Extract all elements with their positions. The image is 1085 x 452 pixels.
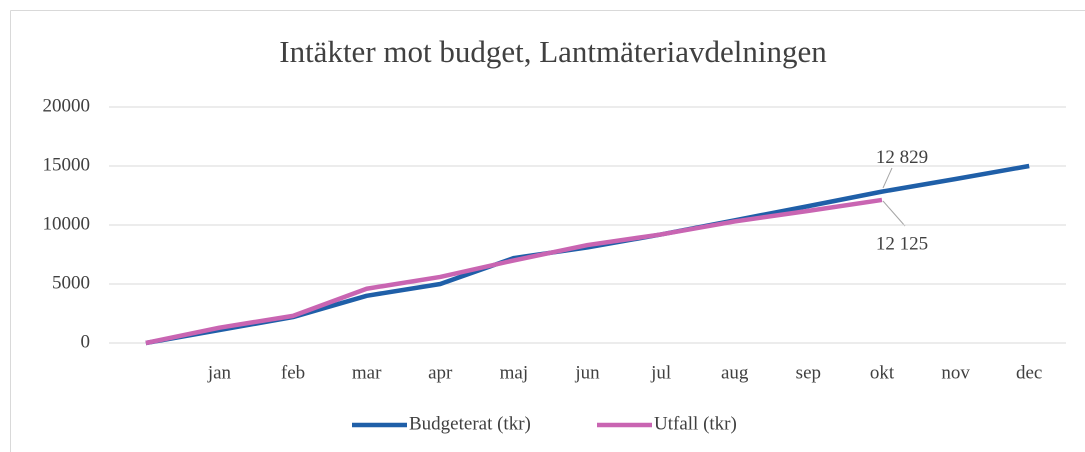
y-tick-label: 10000 — [43, 213, 91, 234]
x-tick-label: jan — [207, 362, 232, 383]
x-tick-label: nov — [941, 362, 970, 383]
x-tick-label: dec — [1016, 362, 1042, 383]
legend-label: Utfall (tkr) — [654, 413, 737, 434]
x-tick-label: feb — [281, 362, 305, 383]
x-tick-label: jul — [650, 362, 671, 383]
x-tick-label: sep — [796, 362, 821, 383]
chart-title: Intäkter mot budget, Lantmäteriavdelning… — [279, 34, 827, 69]
x-tick-label: aug — [721, 362, 749, 383]
leader-line — [882, 200, 906, 227]
series-line — [145, 197, 883, 346]
x-tick-label: apr — [428, 362, 453, 383]
y-tick-label: 5000 — [52, 272, 90, 293]
leader-line — [882, 167, 893, 189]
x-tick-label: mar — [352, 362, 382, 383]
y-tick-label: 0 — [81, 331, 91, 352]
x-tick-label: maj — [500, 362, 529, 383]
y-tick-label: 20000 — [43, 95, 91, 116]
legend-label: Budgeterat (tkr) — [409, 413, 531, 434]
y-tick-label: 15000 — [43, 154, 91, 175]
x-tick-label: jun — [574, 362, 600, 383]
data-label: 12 829 — [876, 147, 928, 168]
data-label: 12 125 — [876, 233, 928, 254]
x-tick-label: okt — [870, 362, 895, 383]
